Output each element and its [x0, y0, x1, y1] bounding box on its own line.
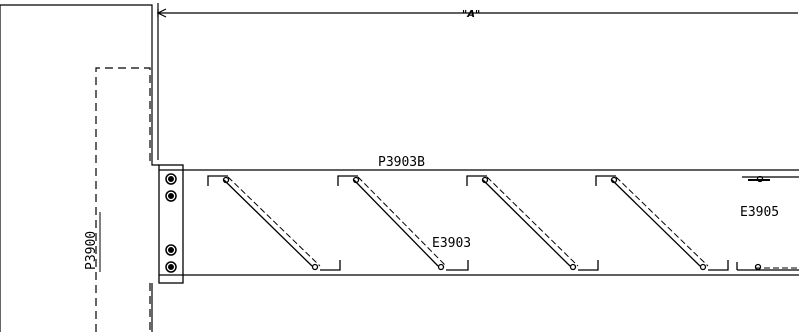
bolt-symbol-icon [165, 190, 177, 202]
angle-clip-icon [578, 260, 599, 271]
diagonal-brace-icon [207, 175, 341, 271]
angle-clip-icon [320, 260, 341, 271]
angle-clip-icon [337, 175, 358, 186]
column-outline [0, 4, 159, 332]
angle-clip-icon [708, 260, 729, 271]
angle-clip-icon [207, 175, 228, 186]
diagonal-brace-icon [466, 175, 599, 271]
diagonal-brace-icon [595, 175, 729, 271]
dimension-line-a [156, 3, 798, 160]
column-label: P3900 [84, 231, 99, 270]
brace-label-e3905: E3905 [740, 205, 779, 220]
angle-clip-icon [595, 175, 616, 186]
bolt-group [165, 173, 177, 273]
partial-clip-bottom [736, 262, 799, 271]
angle-clip-icon [466, 175, 487, 186]
diagonal-brace-icon [337, 175, 469, 271]
dimension-label: "A" [462, 9, 480, 20]
bolt-symbol-icon [165, 261, 177, 273]
angle-clip-icon [446, 260, 469, 271]
bolt-symbol-icon [165, 173, 177, 185]
brace-label-e3903: E3903 [432, 236, 471, 251]
column-p3900-dashed [95, 67, 151, 332]
beam-label: P3903B [378, 155, 425, 170]
beam-p3903b [159, 169, 799, 276]
partial-clip-top [742, 175, 799, 183]
connection-plate [158, 164, 184, 284]
bolt-symbol-icon [165, 244, 177, 256]
